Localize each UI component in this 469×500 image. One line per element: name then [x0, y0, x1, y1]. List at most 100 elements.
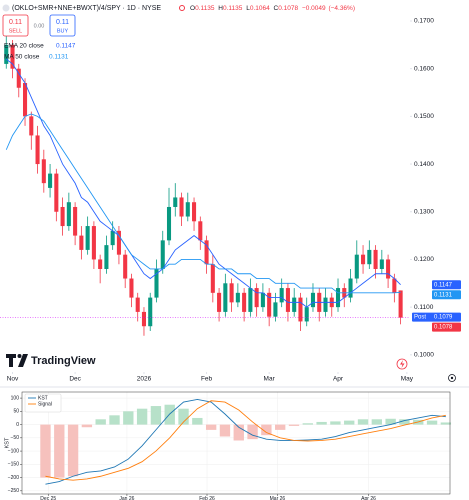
candle-body — [292, 297, 297, 312]
histogram-bar — [426, 420, 438, 425]
legend-label: Signal — [38, 401, 52, 407]
candle-body — [135, 297, 140, 312]
histogram-bar — [399, 419, 410, 425]
alert-icon[interactable] — [396, 358, 408, 370]
x-tick-label: May — [401, 376, 414, 383]
sell-price[interactable]: 0.11 — [9, 19, 22, 26]
y-tick-label: 0.1600 — [414, 65, 434, 72]
settings-icon[interactable] — [448, 374, 456, 382]
x-tick-label: 2026 — [137, 376, 152, 383]
candle-body — [154, 268, 159, 298]
y-axis-label: KST — [4, 437, 10, 448]
symbol-icon — [2, 4, 10, 12]
candle-body — [386, 259, 391, 279]
histogram-bar — [371, 419, 383, 425]
y-tick-label: 0.1400 — [414, 161, 434, 168]
series-line — [45, 398, 446, 485]
candle-body — [260, 292, 265, 308]
candle-body — [273, 302, 278, 317]
histogram-bar — [247, 424, 258, 440]
candle-body — [129, 278, 134, 298]
y-tick-label: 50 — [13, 409, 19, 415]
histogram-bar — [192, 417, 203, 425]
candle-body — [242, 292, 247, 312]
candle-body — [279, 288, 284, 303]
candle-body — [267, 292, 272, 317]
candle-body — [198, 221, 203, 241]
buy-button[interactable]: 0.11 BUY — [49, 14, 76, 37]
quote-key: O — [190, 5, 195, 12]
candle-body — [304, 307, 309, 322]
logo-mark — [6, 354, 28, 367]
y-tick-label: −250 — [8, 488, 19, 494]
histogram-bar — [233, 424, 244, 441]
logo-dot — [17, 354, 22, 358]
x-tick-label: Mar 26 — [270, 496, 286, 500]
x-tick-label: Nov — [7, 376, 19, 383]
settings-dot[interactable] — [450, 376, 454, 380]
sell-box[interactable] — [2, 14, 29, 37]
histogram-bar — [109, 415, 120, 425]
histogram-bar — [219, 424, 231, 437]
candle-body — [54, 173, 59, 212]
alert-bolt[interactable] — [400, 360, 405, 368]
buy-price[interactable]: 0.11 — [56, 19, 69, 26]
x-tick-label: Dec 25 — [40, 496, 56, 500]
brand-logo: TradingView — [6, 354, 96, 367]
price-label: 0.1131 — [434, 292, 453, 298]
x-tick-label: Mar — [264, 376, 276, 383]
candle-body — [392, 278, 397, 293]
candle-body — [223, 283, 228, 312]
chart-title: (OKLO+SMR+NNE+BWXT)/4/SPY · 1D · NYSE — [12, 5, 161, 12]
histogram-bar — [40, 424, 51, 478]
sell-button[interactable]: 0.11 SELL — [2, 14, 29, 37]
candle-body — [285, 288, 290, 312]
candle-body — [35, 135, 40, 165]
buy-label[interactable]: BUY — [57, 28, 69, 34]
candle-body — [298, 297, 303, 322]
histogram-bar — [150, 406, 162, 425]
price-label-box — [412, 312, 461, 322]
histogram-bar — [67, 424, 79, 477]
candle-body — [23, 82, 28, 117]
candle-body — [29, 116, 34, 136]
candle-body — [192, 202, 197, 222]
y-tick-label: −50 — [11, 435, 20, 441]
sell-label[interactable]: SELL — [9, 28, 22, 34]
status-icon — [179, 5, 185, 11]
change-percent: (−4.36%) — [328, 5, 355, 12]
buy-box[interactable] — [49, 14, 76, 37]
candle-body — [229, 283, 234, 303]
indicator-name: EMA 20 close — [4, 43, 44, 50]
settings-circle[interactable] — [448, 374, 456, 382]
histogram-bar — [316, 421, 327, 425]
candle-body — [116, 230, 121, 255]
y-tick-label: 0.1000 — [414, 352, 434, 359]
histogram-bar — [440, 422, 452, 425]
candle-body — [204, 240, 209, 265]
candle-body — [98, 259, 103, 269]
candle-body — [148, 297, 153, 327]
quote-value: 0.1135 — [223, 5, 243, 12]
quote-key: H — [218, 5, 223, 12]
histogram-bar — [81, 424, 93, 428]
histogram-bar — [123, 411, 134, 425]
candle-body — [210, 264, 215, 293]
candle-body — [79, 235, 84, 250]
x-tick-label: Apr 26 — [361, 496, 376, 500]
quote-value: 0.1078 — [278, 5, 298, 12]
candle-body — [60, 206, 65, 227]
histogram-bar — [95, 419, 106, 425]
price-label: 0.1147 — [434, 282, 453, 288]
candle-body — [310, 292, 316, 308]
candle-body — [41, 159, 46, 184]
histogram-bar — [275, 424, 286, 430]
indicator-value: 0.1147 — [56, 43, 76, 50]
x-tick-label: Dec — [69, 376, 81, 383]
price-chart: 0.1000 0.1100 0.1200 0.1300 0.1400 0.1500 0.16… — [0, 18, 461, 383]
candle-body — [104, 245, 109, 269]
candle-body — [10, 44, 15, 69]
candle-body — [73, 206, 78, 236]
